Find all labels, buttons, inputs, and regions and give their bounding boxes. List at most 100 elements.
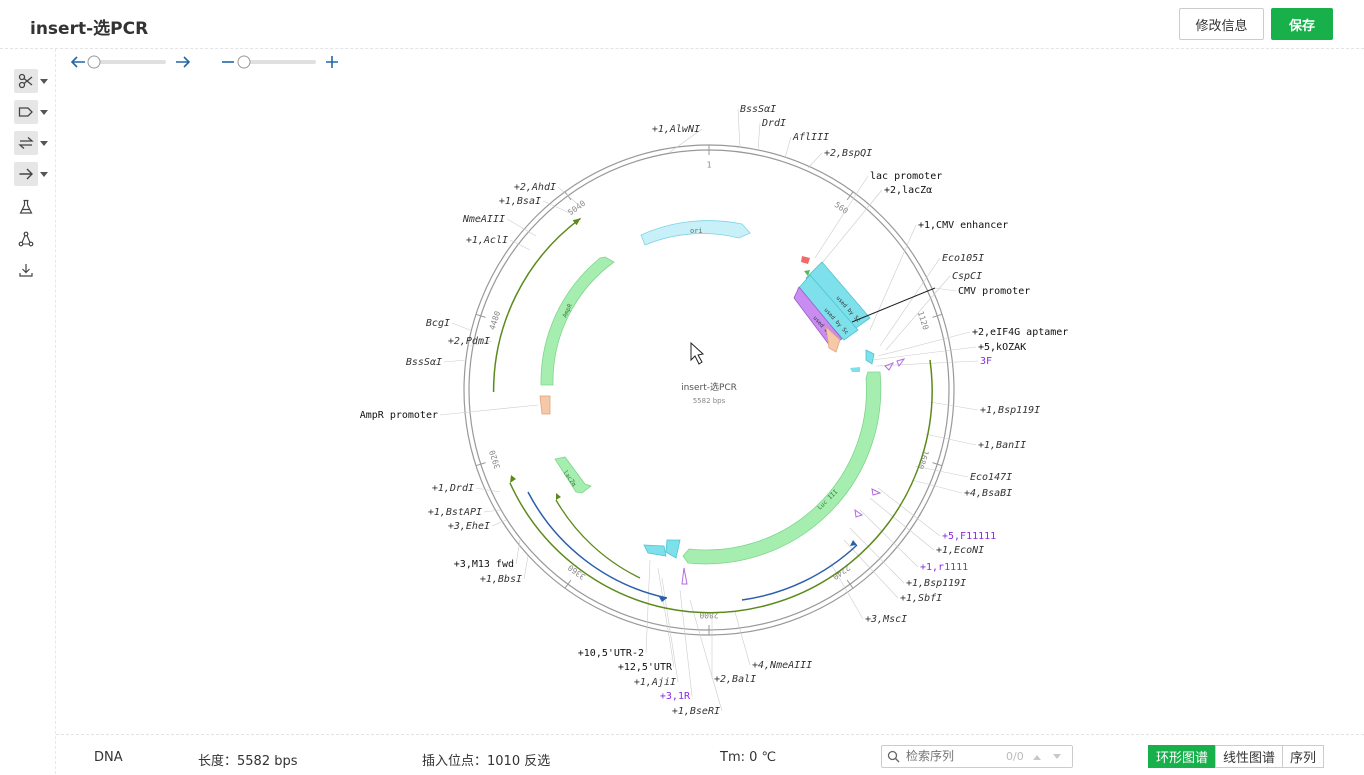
tag-dropdown-icon[interactable] (40, 110, 48, 115)
insert-site[interactable]: 插入位点：1010 反选 (422, 754, 551, 769)
primer-arc-blue-left[interactable] (527, 491, 668, 599)
feature-kozak[interactable] (865, 349, 875, 365)
left-label[interactable]: +1,AjiI (634, 677, 676, 688)
feature-aptamer[interactable] (850, 367, 860, 372)
right-label[interactable]: BssSαI (740, 104, 776, 115)
feature-lacza[interactable] (554, 456, 592, 494)
primer-arc-olive-left[interactable] (492, 217, 582, 393)
arrow-dropdown-icon[interactable] (40, 172, 48, 177)
right-label[interactable]: +2,BspQI (824, 148, 872, 159)
right-label[interactable]: +1,Bsp119I (906, 578, 966, 589)
left-label[interactable]: +3,EheI (448, 521, 490, 532)
scissors-dropdown-icon[interactable] (40, 79, 48, 84)
right-label[interactable]: CspCI (952, 271, 982, 282)
sequence-search[interactable]: 0/0 (881, 745, 1073, 768)
right-label[interactable]: +2,BalI (714, 674, 756, 685)
left-label[interactable]: +2,PdmI (448, 336, 490, 347)
rotate-right-icon[interactable] (176, 56, 191, 68)
right-label[interactable]: DrdI (761, 118, 786, 129)
feature-cmv-promoter[interactable] (825, 325, 841, 353)
right-label[interactable]: Eco105I (942, 253, 984, 264)
feature-luc[interactable] (682, 371, 882, 565)
feature-ori[interactable] (640, 220, 751, 246)
right-label[interactable]: +1,r1111 (920, 562, 968, 573)
left-label[interactable]: NmeAIII (462, 214, 505, 225)
swap-icon[interactable] (14, 131, 38, 155)
zoom-in-icon[interactable] (326, 56, 338, 68)
right-label[interactable]: +5,kOZAK (978, 342, 1026, 353)
zoom-slider-handle[interactable] (237, 55, 251, 69)
left-label[interactable]: +12,5'UTR (618, 662, 673, 673)
right-label[interactable]: lac promoter (870, 171, 942, 182)
left-label[interactable]: +1,BseRI (672, 706, 720, 717)
right-label[interactable]: +1,SbfI (900, 593, 942, 604)
primer-r1111-marker[interactable] (854, 508, 864, 518)
header-bar: insert-选PCR 修改信息 保存 (0, 0, 1364, 49)
feature-small-red[interactable] (801, 256, 810, 264)
left-label[interactable]: +2,AhdI (514, 182, 556, 193)
primer-f11111-marker[interactable] (871, 488, 882, 496)
rotate-left-icon[interactable] (70, 56, 85, 68)
network-icon[interactable] (14, 227, 38, 251)
tab-circular-map[interactable]: 环形图谱 (1148, 745, 1217, 768)
right-label[interactable]: +5,F11111 (942, 531, 996, 542)
left-label[interactable]: +1,BbsI (480, 574, 522, 585)
feature-used-by-sc-2[interactable] (797, 274, 859, 341)
primer-arrowhead (850, 540, 857, 546)
right-label[interactable]: +4,NmeAIII (752, 660, 812, 671)
right-label[interactable]: +4,BsaBI (964, 488, 1012, 499)
left-label[interactable]: +1,BsaI (499, 196, 541, 207)
rotate-slider-track[interactable] (88, 60, 166, 64)
flask-icon[interactable] (14, 195, 38, 219)
right-label[interactable]: +1,EcoNI (936, 545, 984, 556)
right-label[interactable]: CMV promoter (958, 286, 1030, 297)
primer-3f-marker[interactable] (884, 358, 906, 371)
zoom-slider-track[interactable] (238, 60, 316, 64)
left-label[interactable]: BcgI (426, 318, 450, 329)
arrow-right-icon[interactable] (14, 162, 38, 186)
primer-arc-blue-right[interactable] (741, 544, 858, 601)
right-label[interactable]: AflIII (792, 132, 829, 143)
tag-icon[interactable] (14, 100, 38, 124)
label-leader (911, 479, 963, 494)
right-label[interactable]: +1,BanII (978, 440, 1026, 451)
left-label[interactable]: +10,5'UTR-2 (578, 648, 644, 659)
swap-dropdown-icon[interactable] (40, 141, 48, 146)
plasmid-map-canvas[interactable]: 1 560 1120 1680 2240 2800 3360 3920 4480 5040 ori… (56, 76, 1364, 734)
sequence-length: 长度：5582 bps (198, 754, 298, 769)
tick-label: 2800 (699, 611, 718, 620)
feature-5utr[interactable] (643, 539, 681, 559)
right-label[interactable]: 3F (980, 356, 992, 367)
primer-arc-olive-inner[interactable] (555, 499, 641, 579)
left-label[interactable]: +1,DrdI (432, 483, 474, 494)
left-label[interactable]: +3,1R (660, 691, 691, 702)
left-label[interactable]: +3,M13 fwd (454, 559, 514, 570)
right-label[interactable]: +2,lacZα (884, 185, 932, 196)
download-icon[interactable] (14, 258, 38, 282)
search-prev-icon[interactable] (1032, 753, 1042, 761)
tab-linear-map[interactable]: 线性图谱 (1215, 745, 1284, 768)
left-label[interactable]: +1,BstAPI (428, 507, 482, 518)
right-label[interactable]: Eco147I (970, 472, 1012, 483)
left-label[interactable]: BssSαI (406, 357, 442, 368)
feature-ampr[interactable] (540, 256, 615, 386)
feature-ampr-promoter[interactable] (539, 395, 551, 415)
left-label[interactable]: AmpR promoter (360, 410, 438, 421)
search-input[interactable] (904, 748, 1008, 764)
tab-sequence[interactable]: 序列 (1282, 745, 1325, 768)
save-button[interactable]: 保存 (1271, 8, 1333, 40)
right-label[interactable]: +3,MscI (865, 614, 907, 625)
primer-1r-marker[interactable] (681, 567, 688, 585)
edit-info-button[interactable]: 修改信息 (1179, 8, 1264, 40)
primer-arc-olive-bottom[interactable] (509, 359, 933, 614)
search-next-icon[interactable] (1052, 753, 1062, 761)
scissors-icon[interactable] (14, 69, 38, 93)
right-label[interactable]: +1,Bsp119I (980, 405, 1040, 416)
left-label[interactable]: +1,AlwNI (652, 124, 700, 135)
rotate-slider-handle[interactable] (87, 55, 101, 69)
feature-small-green[interactable] (804, 270, 810, 276)
left-label[interactable]: +1,AclI (466, 235, 508, 246)
right-label[interactable]: +1,CMV enhancer (918, 220, 1008, 231)
right-label[interactable]: +2,eIF4G aptamer (972, 327, 1068, 338)
